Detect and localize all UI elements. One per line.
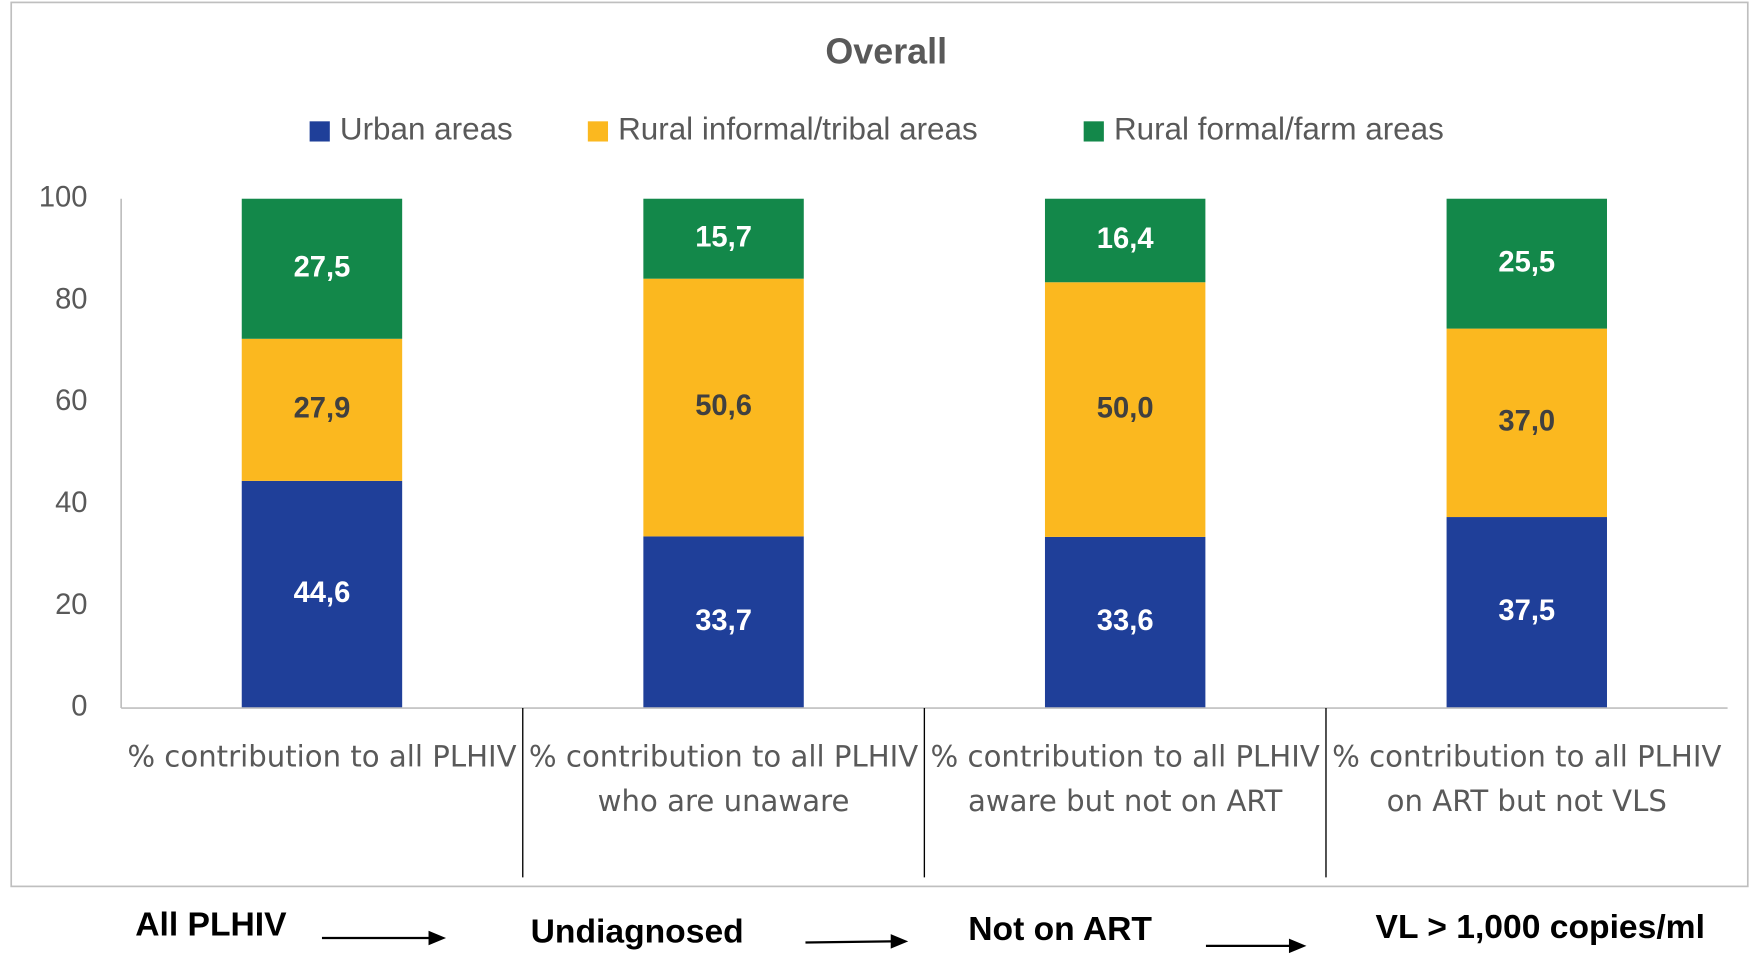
x-tick-label-box: % contribution to all PLHIV on ART but n… — [1332, 740, 1722, 820]
data-label: 50,0 — [1097, 392, 1154, 424]
x-tick-label-box: % contribution to all PLHIV aware but no… — [930, 740, 1320, 820]
x-tick-label: % contribution to all PLHIV — [127, 740, 517, 775]
data-label: 27,5 — [294, 251, 351, 283]
data-label: 37,5 — [1498, 595, 1555, 627]
chart-title: Overall — [825, 32, 947, 72]
bar-segment — [1446, 517, 1607, 709]
flow-arrows — [321, 930, 1307, 954]
data-label: 37,0 — [1498, 406, 1555, 438]
bar-segment — [1446, 328, 1607, 518]
flow-annotation: VL > 1,000 copies/ml — [1376, 909, 1705, 946]
data-label: 16,4 — [1097, 223, 1155, 255]
x-tick-label-box: % contribution to all PLHIV — [127, 740, 517, 775]
bar-segment — [1044, 198, 1206, 283]
x-tick-label: % contribution to all PLHIV on ART but n… — [1332, 740, 1722, 820]
bar-segment — [241, 338, 403, 481]
flow-annotation: Not on ART — [968, 911, 1152, 948]
y-tick-label: 20 — [55, 589, 87, 621]
chart-frame — [10, 1, 1749, 888]
data-label: 44,6 — [294, 577, 351, 609]
bar-segment — [1044, 536, 1206, 709]
data-label: 27,9 — [294, 393, 351, 425]
legend-label: Rural informal/tribal areas — [618, 112, 978, 147]
y-tick-label: 0 — [71, 691, 87, 723]
y-tick-label: 60 — [55, 385, 87, 417]
bar-segment — [643, 536, 804, 709]
y-tick-label: 100 — [39, 181, 88, 213]
bar-segment — [643, 198, 804, 279]
x-tick-label-box: % contribution to all PLHIV who are unaw… — [528, 740, 919, 820]
data-label: 15,7 — [695, 221, 752, 253]
bar-segment — [241, 480, 403, 709]
flow-annotation: All PLHIV — [135, 907, 287, 944]
bar-segment — [241, 198, 403, 339]
x-tick-label: % contribution to all PLHIV aware but no… — [930, 740, 1320, 820]
flow-annotation: Undiagnosed — [531, 913, 744, 950]
data-label: 33,6 — [1097, 605, 1154, 637]
bar-segment — [1446, 198, 1607, 329]
y-tick-label: 40 — [55, 487, 87, 519]
bar-segment — [643, 278, 804, 537]
x-tick-label: % contribution to all PLHIV who are unaw… — [528, 740, 919, 820]
legend-swatch — [309, 121, 330, 142]
legend-swatch — [587, 121, 609, 142]
y-tick-label: 80 — [55, 283, 87, 315]
bar-segment — [1044, 282, 1206, 537]
data-label: 33,7 — [695, 605, 752, 637]
data-label: 50,6 — [695, 390, 752, 422]
legend-swatch — [1083, 121, 1104, 142]
legend-label: Urban areas — [340, 112, 513, 147]
data-label: 25,5 — [1498, 246, 1555, 278]
legend-label: Rural formal/farm areas — [1114, 112, 1444, 147]
